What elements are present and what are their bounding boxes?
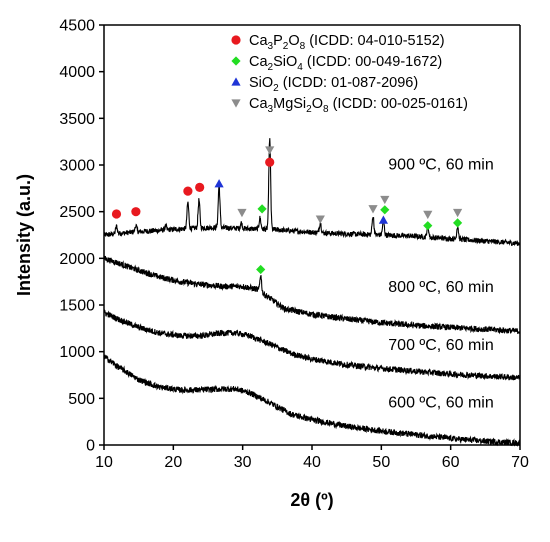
series-line-3 [103,354,521,448]
curve-labels: 900 ºC, 60 min 800 ºC, 60 min 700 ºC, 60 m… [388,157,493,412]
y-tick-label: 4000 [59,64,95,81]
legend-formula-part: MgSi [273,96,306,112]
legend-subscript: 3 [268,41,274,52]
legend-formula-part: Ca [249,54,268,70]
y-tick-label: 3500 [59,111,95,128]
legend-formula-part: Ca [249,96,268,112]
x-tick-label: 60 [442,454,460,471]
phase-marker-triangle-down [265,146,275,155]
series-line-0 [103,138,521,247]
y-tick-label: 2500 [59,204,95,221]
phase-marker-diamond [257,204,267,214]
phase-marker-triangle [214,179,224,188]
x-tick-label: 30 [234,454,252,471]
x-tick-label: 10 [95,454,113,471]
x-tick-label: 50 [372,454,390,471]
legend-subscript: 8 [323,104,329,115]
legend-formula-part: P [273,33,283,49]
legend-formula-part: SiO [273,54,297,70]
y-tick-label: 1500 [59,298,95,315]
phase-marker-triangle-down [380,195,390,205]
y-axis-title: Intensity (a.u.) [14,174,34,296]
legend-formula-part: O [312,96,323,112]
legend-reference: (ICDD: 00-025-0161) [329,96,468,112]
phase-marker-triangle-down [423,210,433,220]
legend-subscript: 2 [306,104,312,115]
y-tick-label: 0 [86,438,95,455]
curve-label: 900 ºC, 60 min [388,157,493,174]
phase-marker-circle [195,182,205,192]
legend-reference: (ICDD: 01-087-2096) [279,75,418,91]
legend-entry: Ca3P2O8 (ICDD: 04-010-5152) [249,33,445,52]
phase-marker-circle [131,207,141,217]
legend-subscript: 8 [300,41,306,52]
legend-subscript: 3 [268,104,274,115]
y-tick-label: 4500 [59,18,95,35]
x-tick-label: 70 [511,454,529,471]
series-line-1 [103,255,521,335]
phase-marker-triangle-down [453,208,463,218]
legend-marker-circle [231,35,241,45]
phase-marker-diamond [380,205,390,215]
phase-marker-triangle-down [368,205,378,214]
curve-label: 800 ºC, 60 min [388,279,493,296]
x-axis-title: 2θ (º) [290,490,333,510]
legend-subscript: 4 [297,62,303,73]
phase-marker-diamond [423,221,433,231]
legend-marker-triangle [231,77,241,86]
legend-entry: Ca2SiO4 (ICDD: 00-049-1672) [249,54,442,73]
curve-label: 700 ºC, 60 min [388,337,493,354]
series-layer [103,138,521,448]
phase-marker-circle [111,209,122,219]
legend: Ca3P2O8 (ICDD: 04-010-5152)Ca2SiO4 (ICDD… [231,33,468,115]
phase-marker-layer [111,146,463,275]
y-tick-label: 1000 [59,344,95,361]
legend-entry: Ca3MgSi2O8 (ICDD: 00-025-0161) [249,96,468,115]
phase-marker-circle [183,186,193,196]
legend-reference: (ICDD: 00-049-1672) [303,54,442,70]
x-tick-label: 40 [303,454,321,471]
phase-marker-diamond [256,264,266,275]
y-tick-label: 3000 [59,158,95,175]
legend-subscript: 2 [283,41,289,52]
legend-marker-triangle-down [231,99,241,108]
phase-marker-triangle-down [237,208,247,218]
legend-formula-part: SiO [249,75,273,91]
legend-subscript: 2 [273,83,279,94]
legend-marker-diamond [231,56,241,66]
curve-label: 600 ºC, 60 min [388,395,493,412]
series-line-2 [103,309,521,381]
legend-reference: (ICDD: 04-010-5152) [305,33,444,49]
x-tick-label: 20 [164,454,182,471]
legend-entry: SiO2 (ICDD: 01-087-2096) [249,75,418,94]
phase-marker-triangle [378,215,389,224]
legend-formula-part: Ca [249,33,268,49]
phase-marker-circle [265,157,275,167]
legend-formula-part: O [288,33,299,49]
phase-marker-triangle-down [315,215,325,224]
legend-subscript: 2 [268,62,274,73]
phase-marker-diamond [453,218,463,228]
y-tick-label: 500 [68,391,95,408]
y-tick-label: 2000 [59,251,95,268]
ticks-layer: 10 20 30 40 50 60 70 0 500 1000 1500 2000 2500 3000 35… [59,18,529,472]
